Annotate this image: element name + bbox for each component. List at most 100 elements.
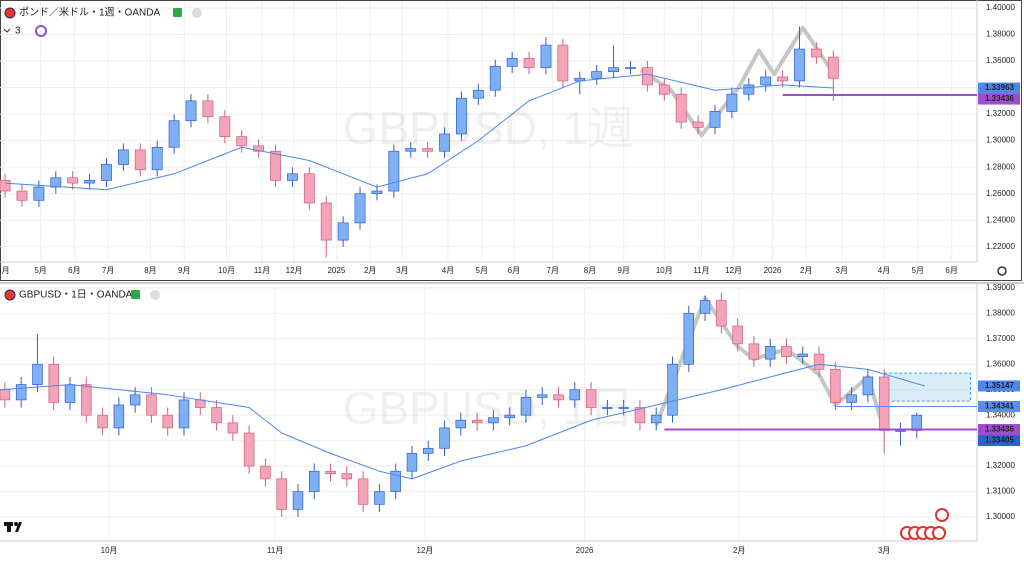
candle-body <box>557 44 569 82</box>
price-label: 1.33436 <box>985 94 1014 103</box>
candle-body <box>618 407 629 409</box>
x-tick-label: 6月 <box>508 266 520 275</box>
candle-body <box>357 478 369 505</box>
candle-body <box>634 407 646 424</box>
price-label-bg <box>978 380 1020 392</box>
x-tick-label: 11月 <box>693 266 709 275</box>
watermark: GBPUSD, 1週 <box>343 102 634 154</box>
candle-body <box>67 177 79 184</box>
candle-body <box>569 389 581 401</box>
x-tick-label: 10月 <box>656 266 673 275</box>
candle-body <box>748 343 760 360</box>
candle-body <box>406 453 418 472</box>
candle-body <box>472 89 484 99</box>
candle-body <box>354 193 366 224</box>
candle-body <box>423 447 434 454</box>
y-tick-label: 1.24000 <box>986 215 1015 224</box>
x-tick-label: 4月 <box>0 266 10 275</box>
candle-body <box>488 417 499 424</box>
collapse-button[interactable] <box>192 8 202 18</box>
x-tick-label: 2月 <box>800 266 812 275</box>
candle-body <box>625 67 636 70</box>
price-label: 1.33436 <box>985 425 1014 434</box>
candle-body <box>540 44 552 69</box>
candle-body <box>911 414 922 431</box>
candle-body <box>260 465 271 480</box>
candle-body <box>455 419 467 429</box>
y-tick-label: 1.32000 <box>986 109 1015 118</box>
candle-body <box>390 470 401 492</box>
candle-body <box>151 146 163 171</box>
candle-body <box>471 419 483 424</box>
candle-body <box>50 177 62 188</box>
candle-body <box>337 222 349 241</box>
chevron[interactable] <box>3 28 11 33</box>
market-open-icon <box>131 290 140 299</box>
flag-icon <box>4 7 16 19</box>
x-tick-label: 7月 <box>102 266 114 275</box>
x-tick-label: 3月 <box>836 266 848 275</box>
candle-body <box>253 145 265 152</box>
candle-body <box>764 346 776 360</box>
price-label: 1.33963 <box>985 83 1014 92</box>
candle-body <box>81 384 92 416</box>
candle-body <box>810 48 822 58</box>
candle-body <box>15 384 27 401</box>
candle-body <box>536 394 548 398</box>
candle-body <box>292 491 304 510</box>
event-icons <box>900 508 949 540</box>
flag-icon <box>4 289 16 301</box>
candle-body <box>602 407 613 409</box>
x-tick-label: 9月 <box>178 266 190 275</box>
candle-body <box>146 394 157 416</box>
candle-body <box>591 71 603 79</box>
y-tick-label: 1.40000 <box>986 3 1015 12</box>
x-tick-label: 5月 <box>912 266 924 275</box>
logo <box>4 522 22 532</box>
candle-body <box>219 116 231 137</box>
candle-body <box>371 190 383 195</box>
candle-body <box>683 312 695 365</box>
sync-icon[interactable] <box>35 25 47 37</box>
candle-body <box>456 97 467 135</box>
candle-body <box>692 121 704 128</box>
candle-body <box>641 67 653 86</box>
candle-body <box>178 399 190 429</box>
y-tick-label: 1.26000 <box>986 189 1015 198</box>
candle-body <box>732 325 743 345</box>
x-tick-label: 2026 <box>764 266 782 275</box>
candle-body <box>113 404 125 429</box>
y-tick-label: 1.39000 <box>986 283 1015 292</box>
candle-body <box>287 173 298 181</box>
candle-body <box>168 120 180 148</box>
candle-body <box>709 111 721 128</box>
x-tick-label: 4月 <box>878 266 890 275</box>
candle-body <box>553 394 564 401</box>
candle-body <box>185 100 197 122</box>
candle-body <box>276 478 287 510</box>
candle-body <box>797 353 809 357</box>
settings-icon[interactable] <box>997 266 1007 276</box>
candle-body <box>374 491 385 505</box>
moving-average <box>0 363 926 480</box>
candle-body <box>236 136 248 147</box>
x-tick-label: 10月 <box>218 266 235 275</box>
x-tick-label: 10月 <box>101 546 118 555</box>
y-tick-label: 1.36000 <box>986 56 1015 65</box>
candle-body <box>813 353 825 370</box>
x-tick-label: 7月 <box>547 266 559 275</box>
candle-body <box>270 150 281 181</box>
candle-body <box>585 389 597 408</box>
candle-body <box>211 407 222 424</box>
candle-body <box>794 48 805 82</box>
x-tick-label: 3月 <box>396 266 408 275</box>
collapse-button[interactable] <box>150 290 160 300</box>
candle-body <box>227 422 239 434</box>
candle-body <box>0 389 11 401</box>
price-label-bg <box>978 93 1020 105</box>
candle-body <box>608 67 620 72</box>
candle-body <box>195 399 206 408</box>
x-tick-label: 2025 <box>327 266 345 275</box>
candle-body <box>658 84 670 95</box>
